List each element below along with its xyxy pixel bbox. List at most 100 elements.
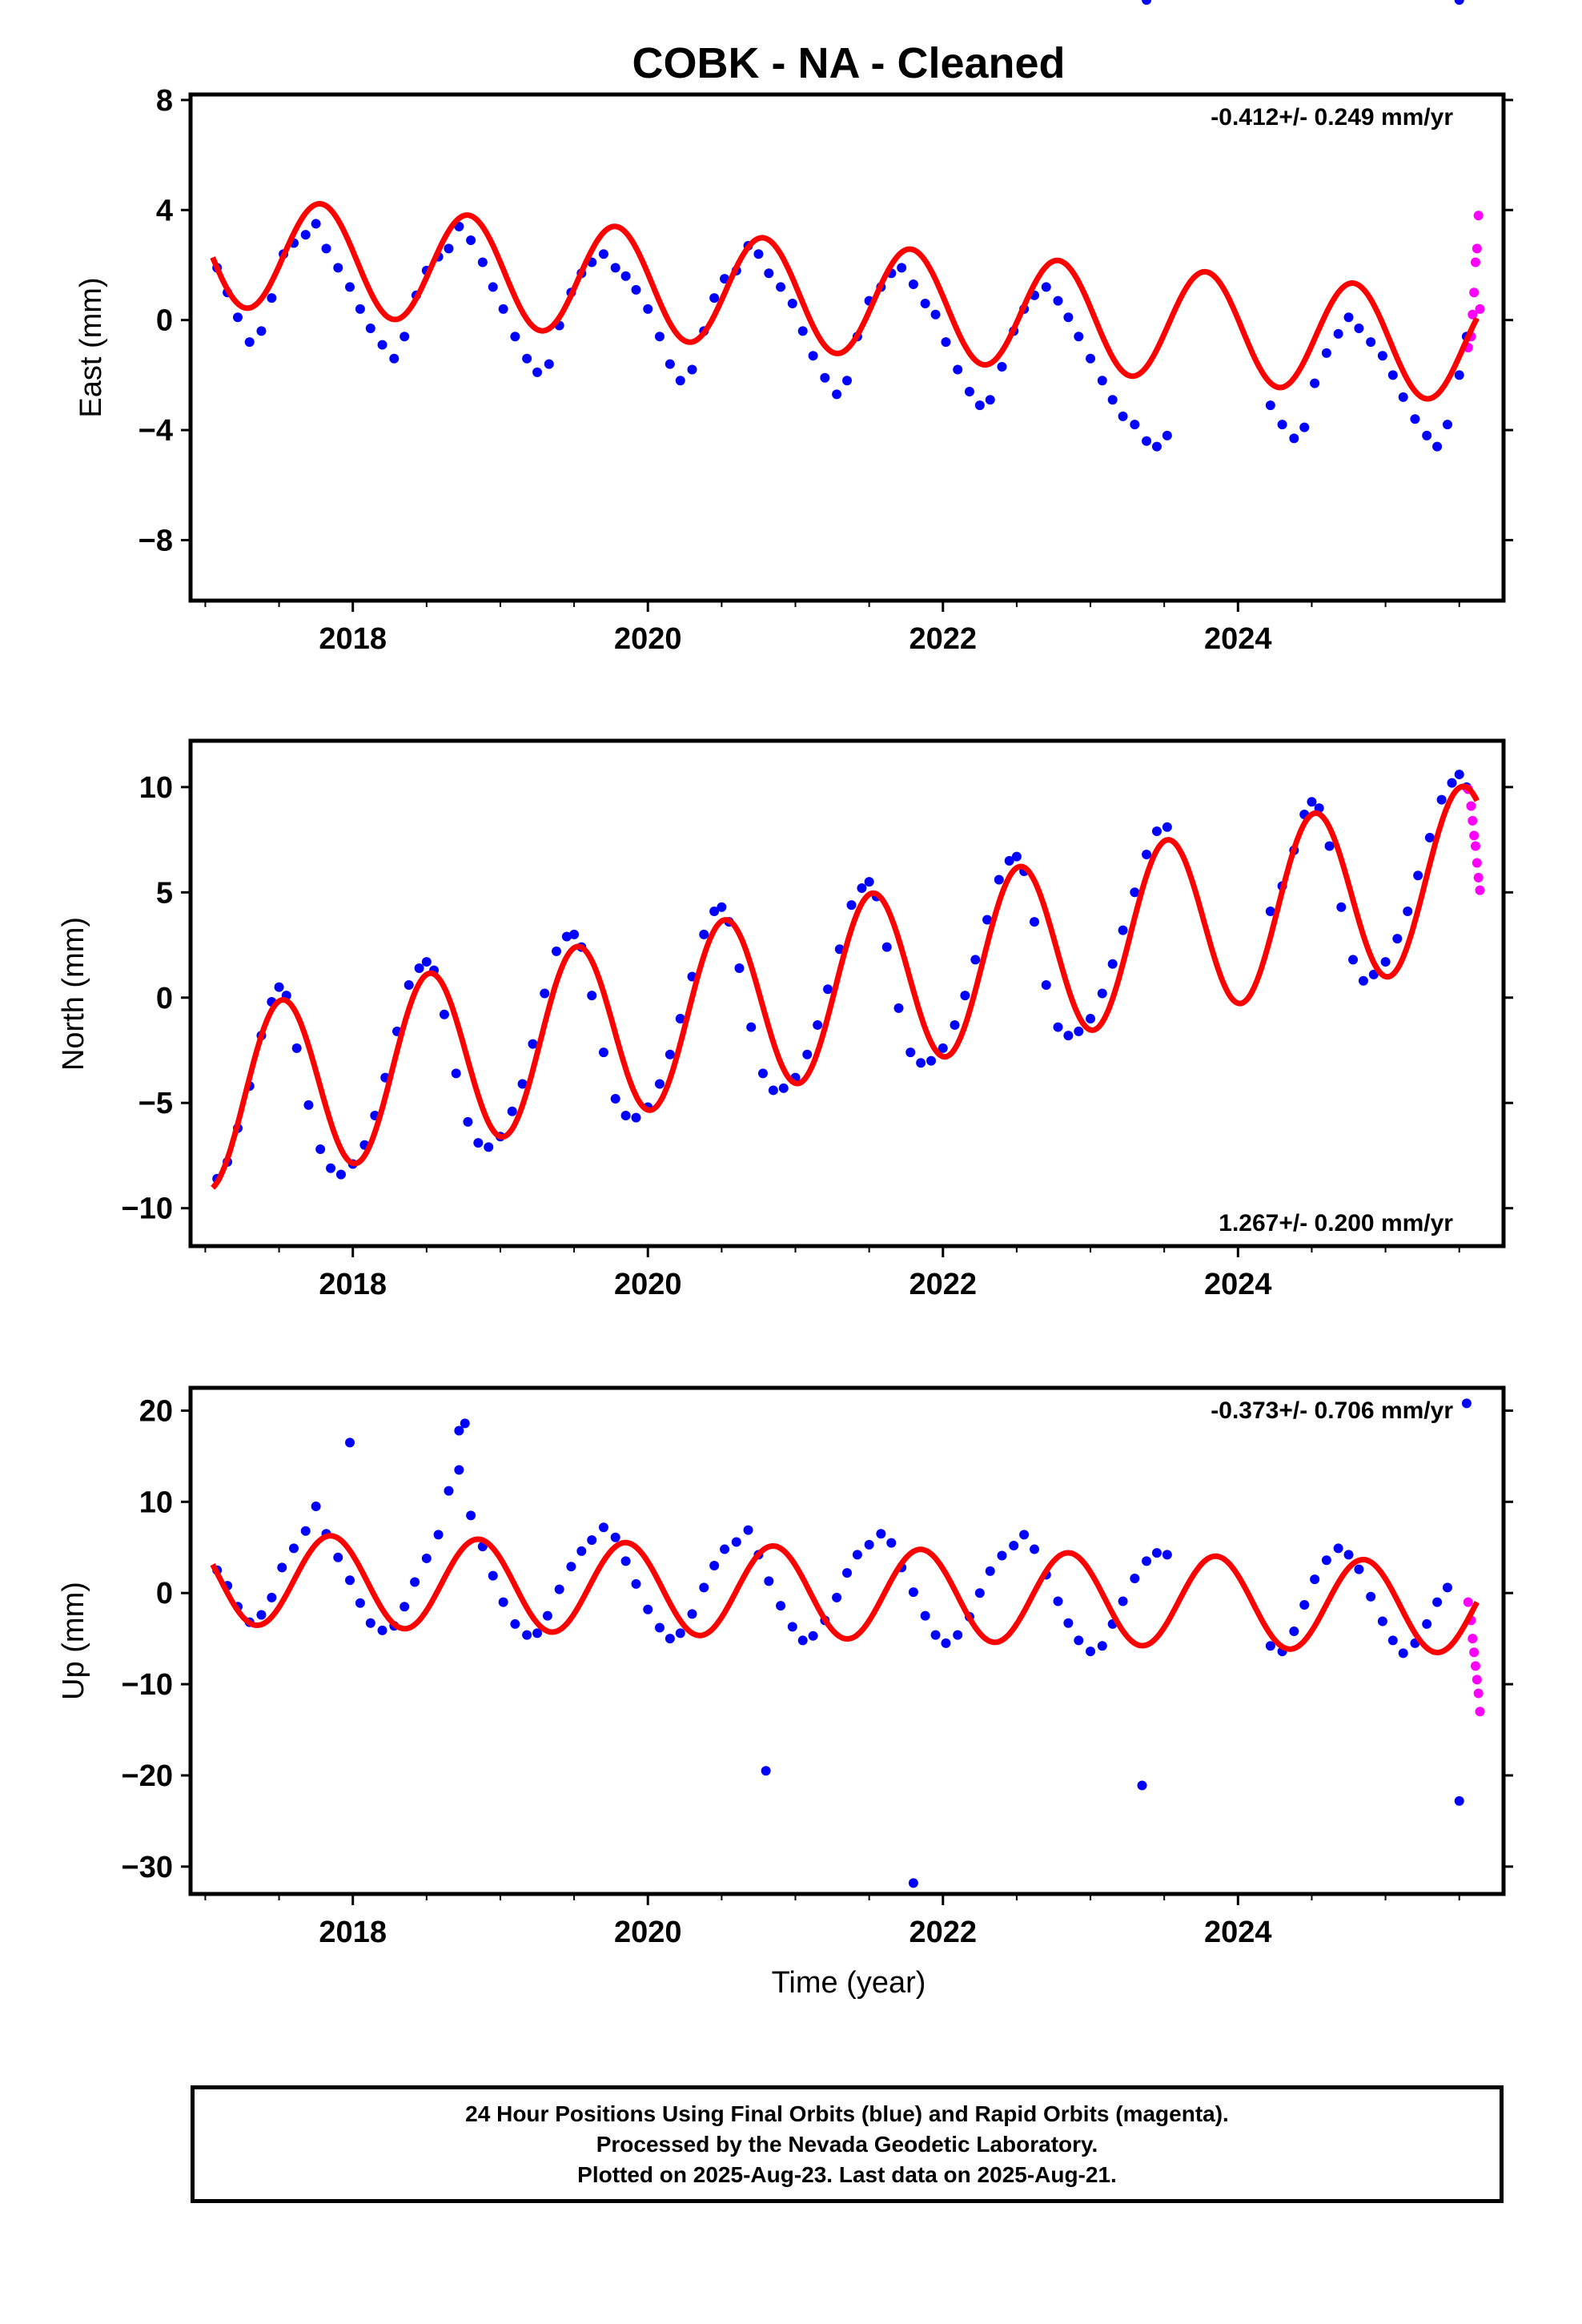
east-final-point	[498, 304, 508, 314]
up-final-point	[997, 1550, 1007, 1561]
east-final-point	[1118, 411, 1128, 421]
north-final-point	[1336, 902, 1347, 912]
up-final-point	[643, 1604, 653, 1614]
north-final-point	[665, 1049, 675, 1059]
north-final-point	[291, 1043, 302, 1053]
north-final-point	[916, 1058, 926, 1068]
east-final-point	[1366, 337, 1376, 348]
east-final-point	[964, 386, 974, 396]
east-final-point	[687, 364, 697, 375]
north-final-point	[1162, 822, 1172, 832]
up-final-point	[776, 1601, 786, 1611]
east-y-tick-label: 8	[156, 84, 173, 118]
east-final-point	[355, 304, 365, 314]
up-final-point	[256, 1610, 267, 1620]
north-final-point	[1447, 778, 1457, 788]
up-y-tick-label: −20	[122, 1759, 173, 1793]
north-final-point	[414, 963, 424, 973]
east-final-point	[797, 326, 808, 336]
up-final-point	[620, 1556, 631, 1566]
north-rapid-point	[1466, 801, 1476, 811]
north-final-point	[675, 1014, 685, 1024]
east-final-point	[985, 395, 995, 405]
up-final-point	[1366, 1591, 1376, 1602]
north-final-point	[569, 929, 580, 939]
up-final-point	[510, 1618, 520, 1629]
east-final-point	[365, 323, 375, 333]
north-final-point	[1030, 917, 1040, 927]
east-rapid-point	[1468, 309, 1478, 320]
up-final-point	[554, 1584, 564, 1594]
caption-line-3: Plotted on 2025-Aug-23. Last data on 202…	[577, 2162, 1117, 2187]
east-x-tick-label: 2022	[909, 622, 978, 656]
up-final-point	[1142, 0, 1152, 5]
up-final-point	[1377, 1616, 1387, 1626]
north-final-point	[404, 979, 414, 990]
up-final-point	[1310, 1574, 1320, 1585]
east-final-point	[631, 284, 641, 295]
east-final-point	[941, 337, 951, 348]
up-data-marks: 2018 2020 2022 2024 20 10 0 −10 −20 −30	[122, 0, 1513, 1949]
up-final-point	[1142, 1556, 1152, 1566]
up-final-point	[832, 1592, 842, 1602]
east-final-point	[1454, 370, 1464, 380]
north-final-point	[1413, 870, 1423, 881]
up-final-point	[1321, 1555, 1331, 1566]
north-final-point	[587, 991, 597, 1001]
up-final-point	[410, 1577, 420, 1587]
east-final-point	[333, 263, 343, 273]
east-x-tick-label: 2020	[614, 622, 682, 656]
east-final-point	[267, 293, 277, 304]
up-final-point	[433, 1530, 444, 1540]
up-final-point	[886, 1538, 897, 1548]
up-final-point	[377, 1625, 387, 1635]
up-final-point	[908, 1878, 918, 1888]
east-final-point	[488, 282, 498, 292]
east-final-point	[1442, 420, 1452, 430]
up-final-point	[355, 1598, 365, 1608]
north-y-tick-label: 10	[139, 771, 173, 805]
east-panel: East (mm) -0.412+/- 0.249 mm/yr 2018 2020…	[74, 84, 1513, 656]
caption-box: 24 Hour Positions Using Final Orbits (bl…	[191, 2085, 1504, 2203]
up-final-point	[731, 1537, 741, 1547]
up-x-tick-label: 2022	[909, 1916, 978, 1949]
north-final-point	[802, 1049, 813, 1059]
east-final-point	[787, 299, 797, 309]
east-final-point	[1063, 312, 1074, 323]
up-final-point	[542, 1610, 552, 1621]
up-final-point	[288, 1543, 299, 1554]
north-rapid-point	[1473, 872, 1484, 883]
north-y-tick-label: −5	[139, 1087, 173, 1120]
east-final-point	[1277, 420, 1287, 430]
north-final-point	[1142, 849, 1152, 859]
north-final-point	[950, 1019, 960, 1030]
east-final-point	[1053, 296, 1063, 306]
north-final-point	[823, 984, 833, 995]
figure-title: COBK - NA - Cleaned	[632, 39, 1065, 87]
up-final-point	[842, 1568, 852, 1578]
north-final-point	[938, 1043, 948, 1053]
up-final-point	[687, 1609, 697, 1619]
east-final-point	[1299, 422, 1310, 432]
east-final-point	[1387, 370, 1398, 380]
up-final-point	[908, 1587, 918, 1598]
up-x-tick-label: 2020	[614, 1916, 682, 1949]
north-final-point	[335, 1169, 346, 1180]
up-final-point	[941, 1638, 951, 1648]
east-rate-label: -0.412+/- 0.249 mm/yr	[1211, 104, 1453, 131]
up-final-point	[311, 1502, 321, 1512]
up-final-point	[400, 1602, 410, 1612]
north-final-point	[421, 957, 432, 967]
up-rapid-point	[1470, 1661, 1480, 1671]
up-final-point	[1432, 1597, 1443, 1607]
north-final-point	[994, 875, 1004, 885]
north-final-point	[717, 902, 727, 912]
east-final-point	[532, 367, 543, 377]
up-final-point	[1333, 1543, 1343, 1554]
east-x-tick-label: 2024	[1204, 622, 1272, 656]
up-final-point	[665, 1634, 675, 1644]
up-final-point	[709, 1561, 720, 1571]
east-final-point	[675, 376, 685, 386]
north-final-point	[620, 1110, 631, 1120]
east-final-point	[321, 243, 331, 254]
